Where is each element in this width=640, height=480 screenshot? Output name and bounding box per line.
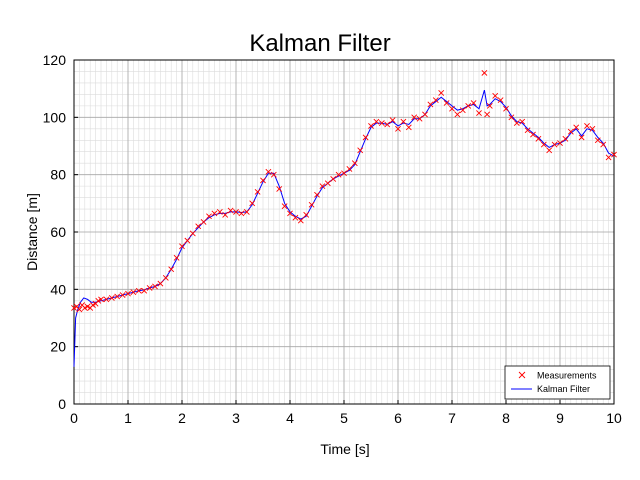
y-tick-label: 80 [50, 167, 66, 183]
x-tick-label: 4 [286, 410, 294, 426]
x-axis-label: Time [s] [320, 441, 369, 457]
y-tick-label: 120 [43, 52, 67, 68]
y-tick-label: 40 [50, 281, 66, 297]
y-tick-label: 0 [58, 396, 66, 412]
x-tick-label: 3 [232, 410, 240, 426]
y-tick-label: 100 [43, 109, 67, 125]
x-tick-label: 6 [394, 410, 402, 426]
x-tick-label: 9 [556, 410, 564, 426]
y-tick-label: 60 [50, 224, 66, 240]
x-tick-label: 0 [70, 410, 78, 426]
legend-label-kalman-filter: Kalman Filter [537, 384, 590, 394]
x-tick-label: 2 [178, 410, 186, 426]
x-tick-label: 1 [124, 410, 132, 426]
chart-title: Kalman Filter [249, 30, 390, 57]
x-tick-label: 7 [448, 410, 456, 426]
y-axis-label: Distance [m] [24, 193, 40, 271]
y-tick-label: 20 [50, 339, 66, 355]
x-tick-label: 5 [340, 410, 348, 426]
x-tick-label: 10 [606, 410, 622, 426]
legend: Measurements Kalman Filter [505, 366, 610, 399]
x-tick-label: 8 [502, 410, 510, 426]
legend-label-measurements: Measurements [537, 371, 597, 381]
